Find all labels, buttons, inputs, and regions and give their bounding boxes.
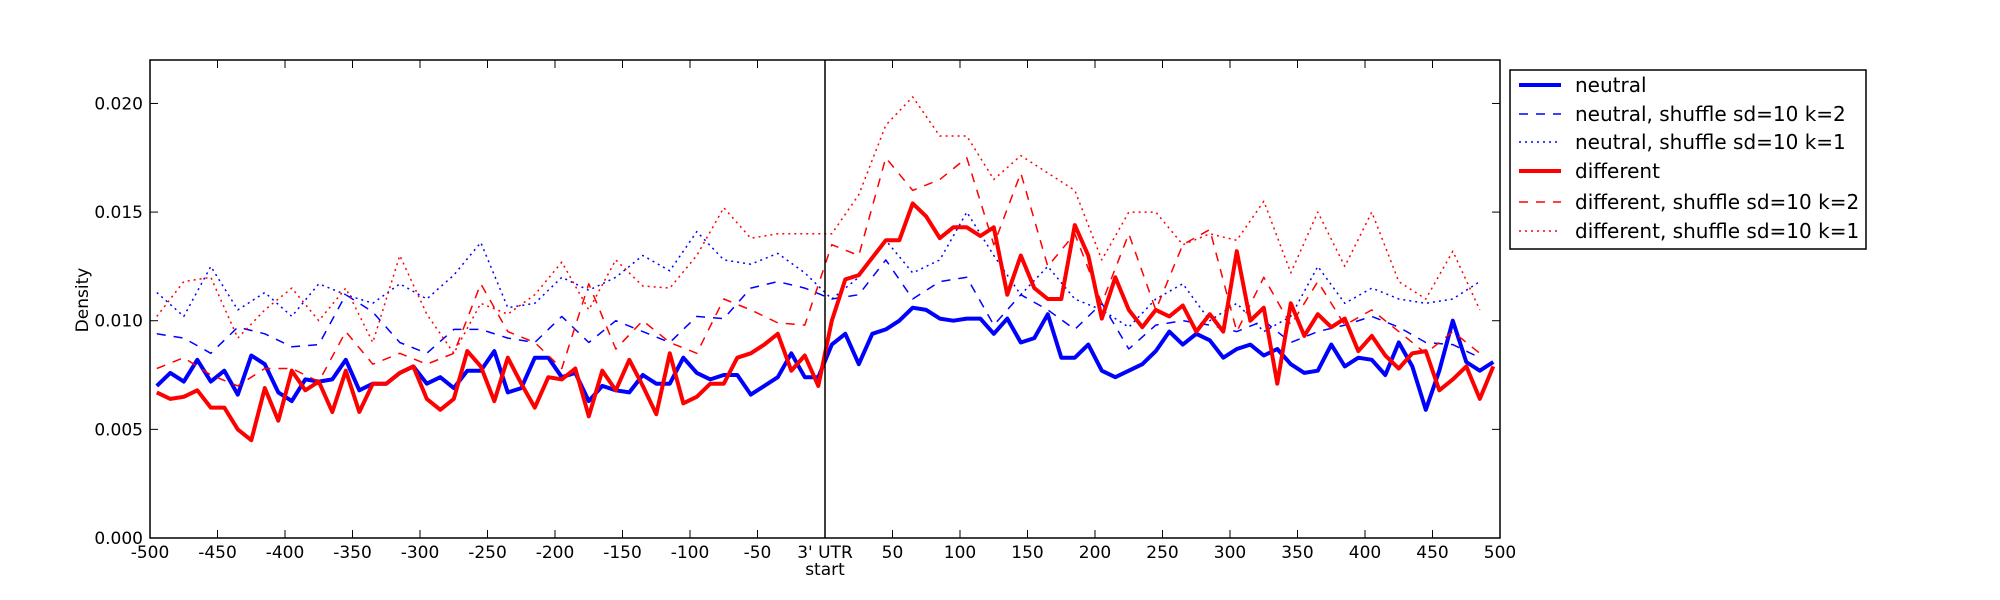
x-tick-label: 50 xyxy=(882,543,904,563)
legend-label-3: different xyxy=(1575,159,1660,183)
x-tick-label: -450 xyxy=(198,543,237,563)
y-tick-label: 0.015 xyxy=(94,203,143,223)
x-axis-label: start xyxy=(805,560,845,580)
legend: neutral neutral, shuffle sd=10 k=2 neutral… xyxy=(1509,69,1867,250)
y-axis-label: Density xyxy=(73,268,93,333)
x-tick-label: 400 xyxy=(1349,543,1381,563)
x-tick-label: 350 xyxy=(1281,543,1313,563)
y-tick-label: 0.020 xyxy=(94,94,143,114)
legend-label-2: neutral, shuffle sd=10 k=1 xyxy=(1575,130,1846,154)
x-tick-label: -500 xyxy=(131,543,170,563)
series-line-5 xyxy=(156,96,1481,355)
x-tick-label: 3' UTR xyxy=(797,543,853,563)
legend-frame xyxy=(1509,69,1867,250)
x-tick-label: 500 xyxy=(1484,543,1516,563)
series-line-2 xyxy=(156,211,1481,333)
y-tick-label: 0.000 xyxy=(94,529,143,549)
x-tick-label: -100 xyxy=(671,543,710,563)
x-tick-label: 300 xyxy=(1214,543,1246,563)
legend-label-5: different, shuffle sd=10 k=1 xyxy=(1575,219,1859,243)
x-tick-label: 100 xyxy=(944,543,976,563)
x-tick-label: -200 xyxy=(536,543,575,563)
x-tick-label: -300 xyxy=(401,543,440,563)
x-tick-label: -400 xyxy=(266,543,305,563)
y-tick-label: 0.010 xyxy=(94,312,143,332)
legend-label-4: different, shuffle sd=10 k=2 xyxy=(1575,190,1859,214)
x-tick-label: -150 xyxy=(603,543,642,563)
x-tick-label: 200 xyxy=(1079,543,1111,563)
x-tick-label: -350 xyxy=(333,543,372,563)
x-tick-label: 150 xyxy=(1011,543,1043,563)
x-tick-label: 250 xyxy=(1146,543,1178,563)
x-tick-label: -250 xyxy=(468,543,507,563)
x-tick-label: -50 xyxy=(744,543,772,563)
y-tick-label: 0.005 xyxy=(94,420,143,440)
legend-label-1: neutral, shuffle sd=10 k=2 xyxy=(1575,102,1846,126)
legend-label-0: neutral xyxy=(1575,73,1647,97)
x-tick-label: 450 xyxy=(1416,543,1448,563)
axis-ticks: -500 -450 -400 -350 -300 -250 -200 -150 -100 -50 3… xyxy=(94,60,1516,563)
series-line-1 xyxy=(156,259,1481,359)
